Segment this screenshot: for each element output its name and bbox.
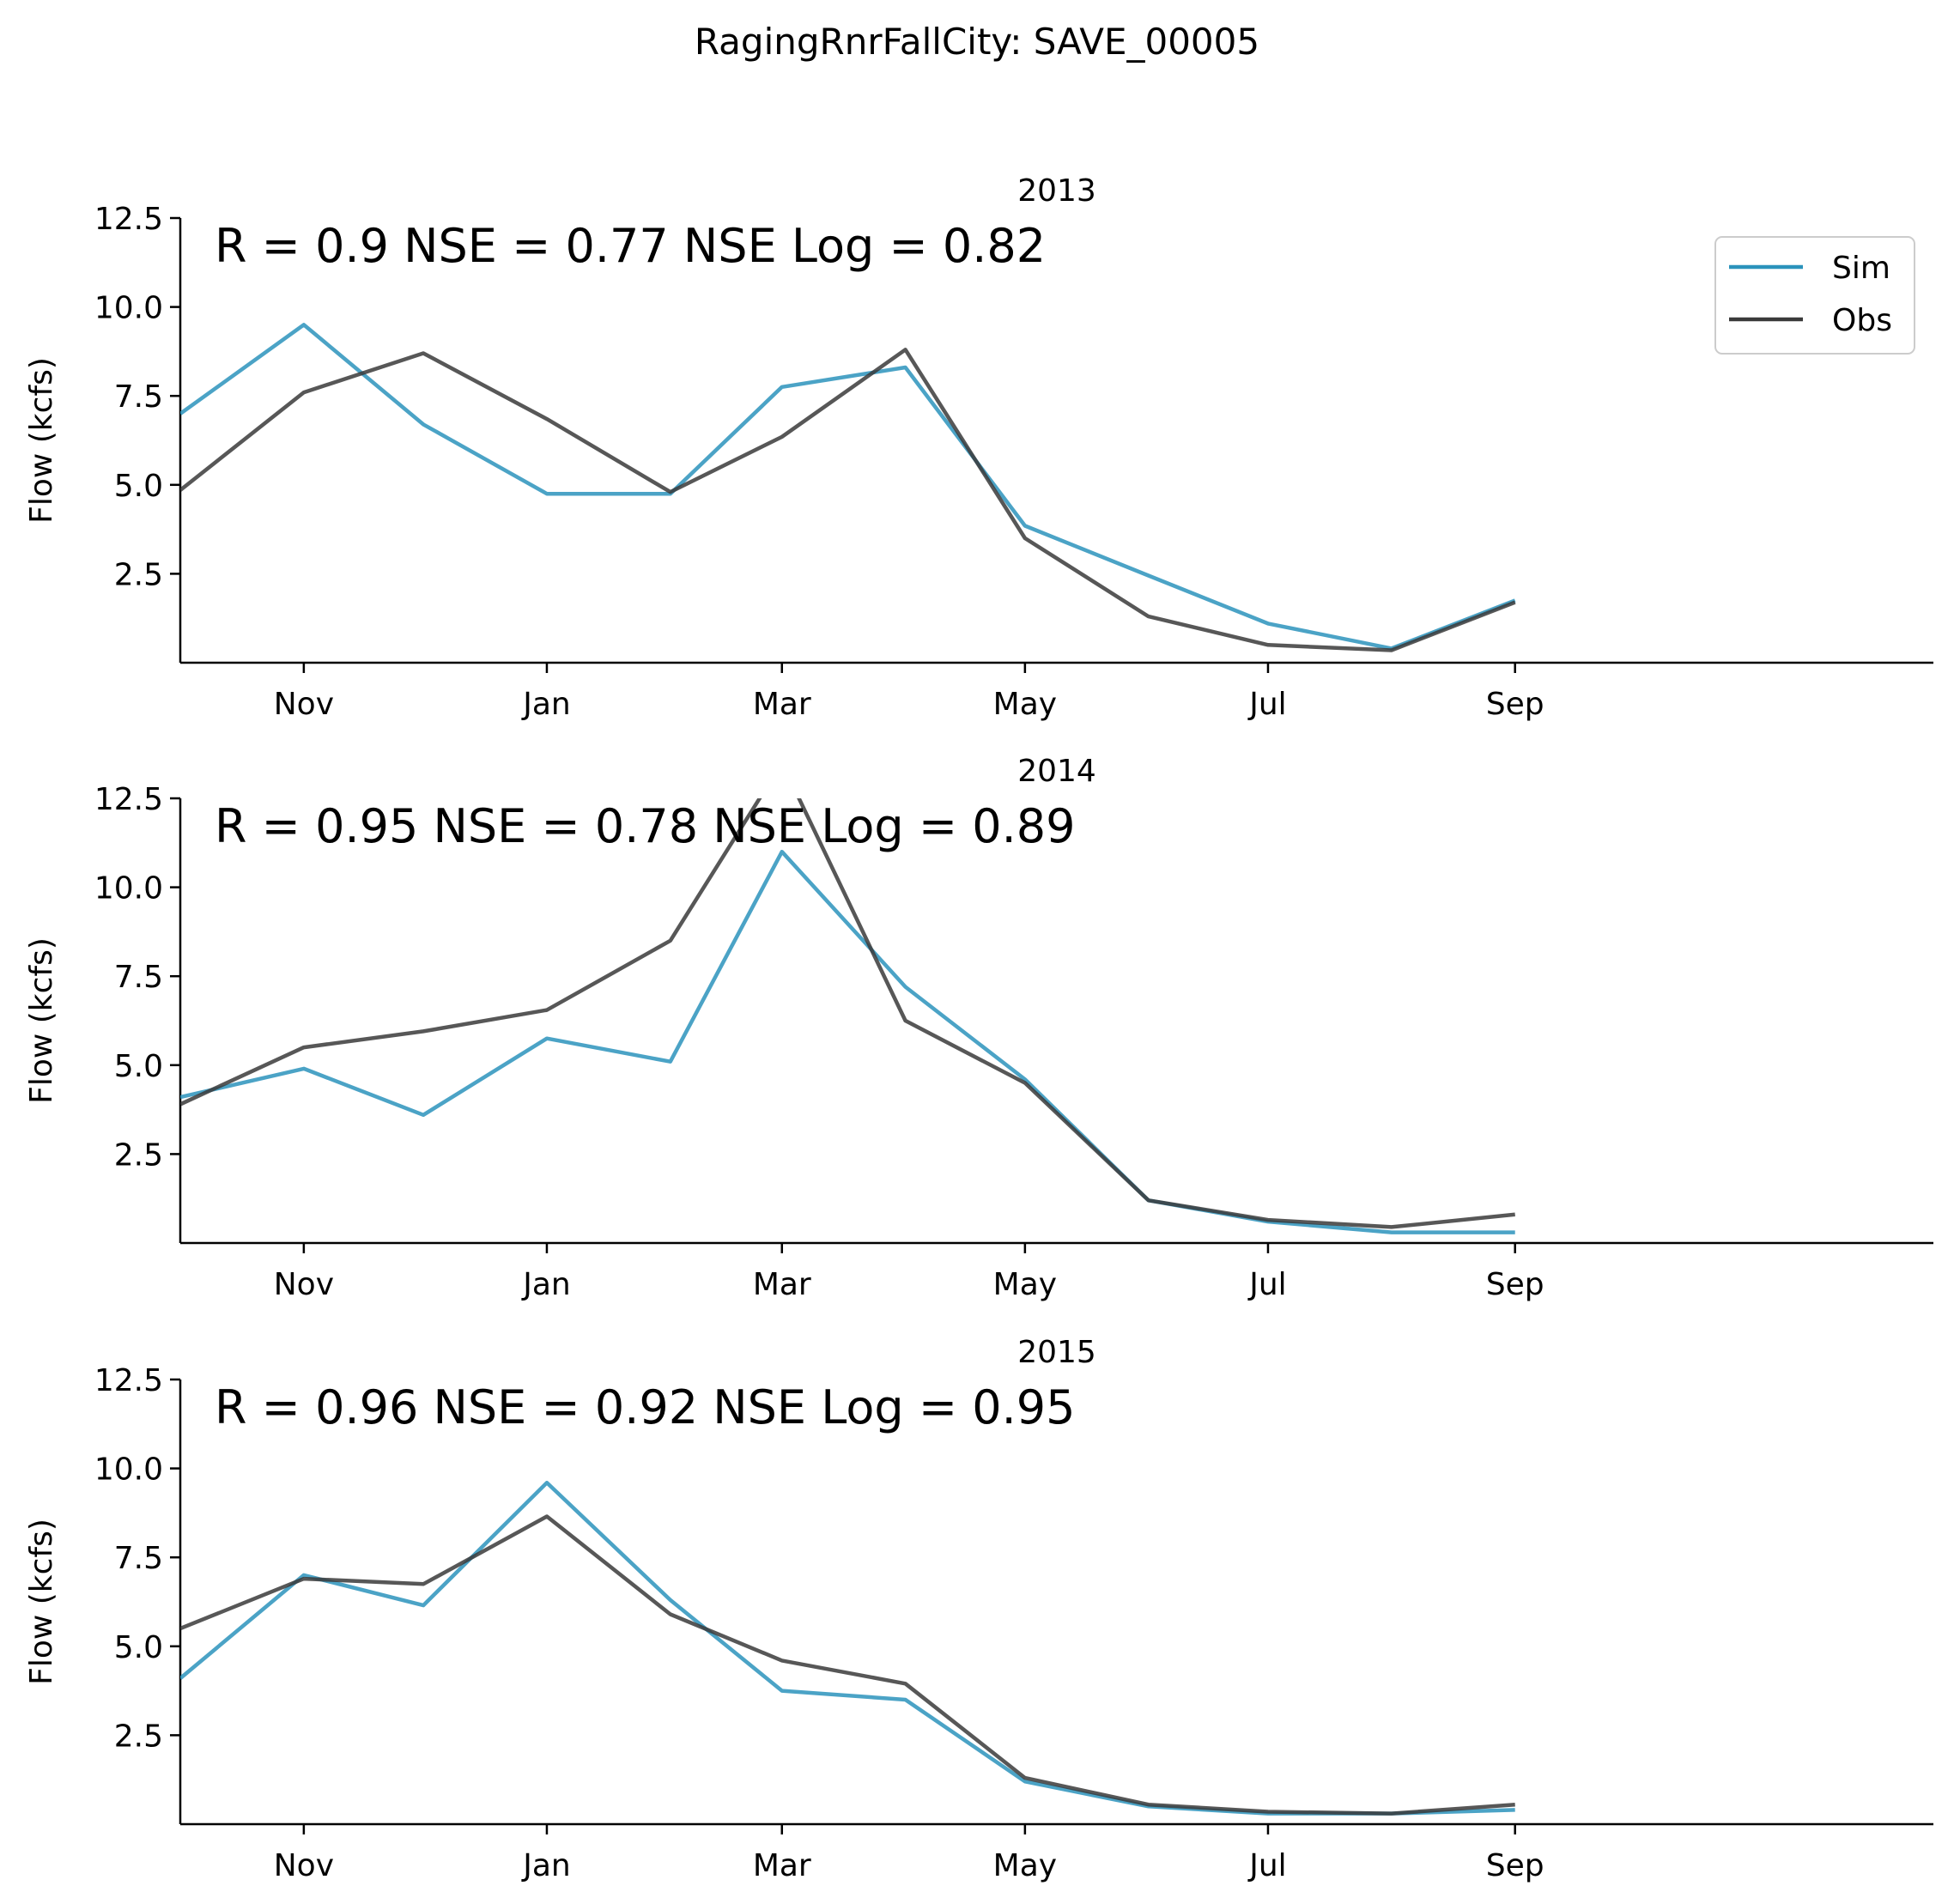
x-tick-label: May [993,1848,1057,1883]
subplot-2013: 2013 2.5 5.0 7.5 10.0 12.5 Nov Jan Mar May Jul Sep F… [24,173,1933,722]
x-tick-label: Jul [1247,1848,1286,1883]
x-tick-label: Jan [521,687,571,722]
y-tick-label: 5.0 [114,469,163,504]
x-tick-label: May [993,1267,1057,1302]
panels-group: 2013 2.5 5.0 7.5 10.0 12.5 Nov Jan Mar May Jul Sep F… [24,173,1933,1883]
y-tick-label: 7.5 [114,379,163,415]
x-tick-label: Nov [274,1267,334,1302]
y-tick-label: 2.5 [114,1719,163,1754]
x-tick-label: Jan [521,1848,571,1883]
y-tick-label: 2.5 [114,557,163,592]
subplot-title: 2014 [1017,754,1096,789]
stats-annotation: R = 0.96 NSE = 0.92 NSE Log = 0.95 [215,1380,1075,1434]
series-line-sim [180,323,1516,651]
y-tick-label: 5.0 [114,1049,163,1084]
series-line-obs [180,348,1516,652]
x-tick-label: Sep [1486,1267,1544,1302]
figure-title: RagingRnrFallCity: SAVE_00005 [695,21,1259,63]
x-tick-label: Sep [1486,1848,1544,1883]
x-tick-label: May [993,687,1057,722]
x-tick-label: Jul [1247,687,1286,722]
x-tick-label: Jul [1247,1267,1286,1302]
x-tick-label: Jan [521,1267,571,1302]
stats-annotation: R = 0.9 NSE = 0.77 NSE Log = 0.82 [215,219,1046,273]
x-tick-label: Mar [753,1267,811,1302]
y-tick-label: 7.5 [114,960,163,995]
x-tick-label: Sep [1486,687,1544,722]
y-tick-label: 5.0 [114,1630,163,1665]
x-tick-label: Nov [274,687,334,722]
legend-label-obs: Obs [1832,303,1892,338]
y-tick-label: 10.0 [94,871,163,907]
x-tick-label: Mar [753,1848,811,1883]
y-tick-label: 10.0 [94,291,163,326]
subplot-title: 2013 [1017,173,1096,209]
series-line-obs [180,798,1515,1229]
x-tick-label: Nov [274,1848,334,1883]
series-line-sim [180,849,1515,1234]
y-tick-label: 12.5 [94,782,163,817]
series-lines [180,323,1516,652]
y-axis-label: Flow (kcfs) [24,1519,59,1685]
y-tick-label: 12.5 [94,1363,163,1398]
x-tick-label: Mar [753,687,811,722]
stats-annotation: R = 0.95 NSE = 0.78 NSE Log = 0.89 [215,799,1075,853]
series-lines [180,1480,1515,1816]
y-tick-label: 7.5 [114,1541,163,1576]
series-lines [180,798,1515,1234]
y-tick-label: 10.0 [94,1452,163,1488]
subplot-2014: 2014 2.5 5.0 7.5 10.0 12.5 Nov Jan Mar May Jul Sep F… [24,754,1933,1302]
y-tick-label: 2.5 [114,1137,163,1173]
legend: Sim Obs [1714,236,1915,355]
y-axis-label: Flow (kcfs) [24,937,59,1104]
y-tick-label: 12.5 [94,202,163,237]
y-axis-label: Flow (kcfs) [24,357,59,524]
series-line-obs [180,1514,1515,1816]
legend-label-sim: Sim [1832,251,1890,286]
subplot-title: 2015 [1017,1335,1096,1370]
series-line-sim [180,1480,1515,1816]
subplot-2015: 2015 2.5 5.0 7.5 10.0 12.5 Nov Jan Mar May Jul Sep F… [24,1335,1933,1883]
